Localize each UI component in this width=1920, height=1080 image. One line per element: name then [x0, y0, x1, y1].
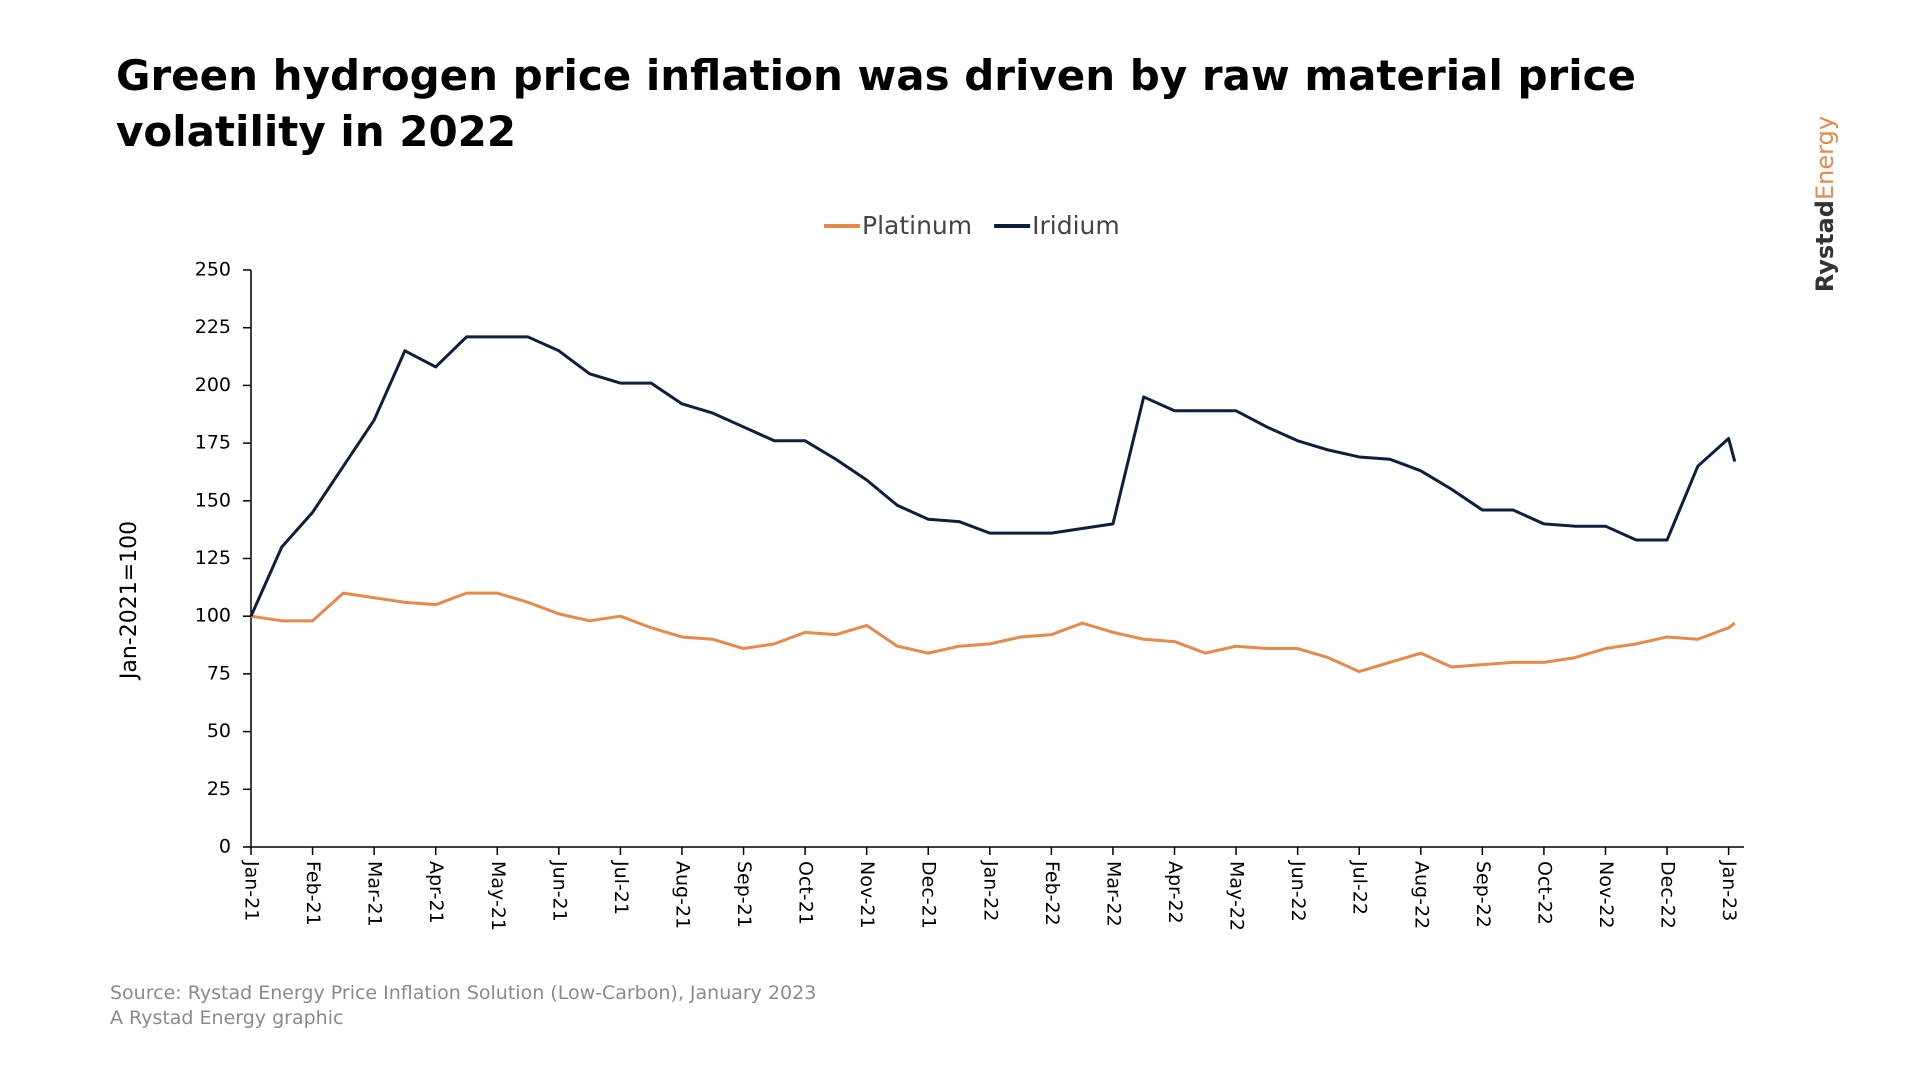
line-series	[249, 335, 1737, 617]
x-tick-label: Oct-22	[1533, 861, 1555, 925]
y-tick-label: 200	[195, 374, 231, 396]
y-tick-label: 175	[195, 432, 231, 454]
x-tick-label: Apr-21	[425, 861, 447, 924]
x-tick-label: Feb-21	[302, 861, 324, 926]
y-axis-label: Jan-2021=100	[117, 521, 142, 681]
x-tick-label: Jan-21	[241, 860, 263, 921]
y-tick-label: 100	[195, 605, 231, 627]
legend-label: Iridium	[1032, 211, 1120, 240]
x-tick-label: Jan-23	[1718, 860, 1740, 921]
y-tick-label: 75	[207, 662, 231, 684]
x-tick-label: Jul-21	[610, 860, 632, 915]
y-tick-label: 225	[195, 316, 231, 338]
x-tick-label: May-21	[487, 861, 509, 931]
x-tick-label: Nov-22	[1595, 861, 1617, 929]
y-tick-label: 150	[195, 489, 231, 511]
x-tick-label: Jul-22	[1349, 860, 1371, 915]
x-tick-label: Nov-21	[856, 861, 878, 929]
x-tick-label: May-22	[1226, 861, 1248, 931]
y-tick-label: 0	[219, 836, 231, 858]
x-tick-label: Aug-21	[671, 861, 693, 929]
y-tick-label: 125	[195, 547, 231, 569]
chart-title: Green hydrogen price inflation was drive…	[116, 51, 1637, 156]
x-tick-label: Oct-21	[795, 861, 817, 925]
x-tick-label: Jan-22	[979, 860, 1001, 921]
legend-label: Platinum	[862, 211, 972, 240]
credit: A Rystad Energy graphic	[110, 1007, 344, 1029]
x-tick-label: Sep-21	[733, 861, 755, 928]
x-tick-label: Jun-21	[548, 860, 570, 922]
brand-1: Rystad	[1811, 200, 1839, 292]
x-tick-label: Apr-22	[1164, 861, 1186, 924]
source: Source: Rystad Energy Price Inflation So…	[110, 982, 817, 1004]
x-tick-label: Dec-22	[1657, 861, 1679, 929]
line-series	[250, 591, 1736, 674]
brand-2: Energy	[1811, 116, 1839, 200]
x-tick-label: Feb-22	[1041, 861, 1063, 926]
y-tick-label: 25	[207, 778, 231, 800]
x-tick-label: Dec-21	[918, 861, 940, 929]
x-tick-label: Sep-22	[1472, 861, 1494, 928]
y-tick-label: 50	[207, 720, 231, 742]
x-tick-label: Aug-22	[1410, 861, 1432, 929]
y-tick-label: 250	[195, 259, 231, 281]
x-tick-label: Jun-22	[1287, 860, 1309, 922]
x-tick-label: Mar-22	[1102, 861, 1124, 927]
x-tick-label: Mar-21	[364, 861, 386, 927]
